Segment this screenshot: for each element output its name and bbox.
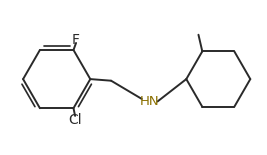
Text: HN: HN bbox=[140, 95, 159, 108]
Text: F: F bbox=[72, 33, 80, 47]
Text: Cl: Cl bbox=[68, 113, 82, 127]
